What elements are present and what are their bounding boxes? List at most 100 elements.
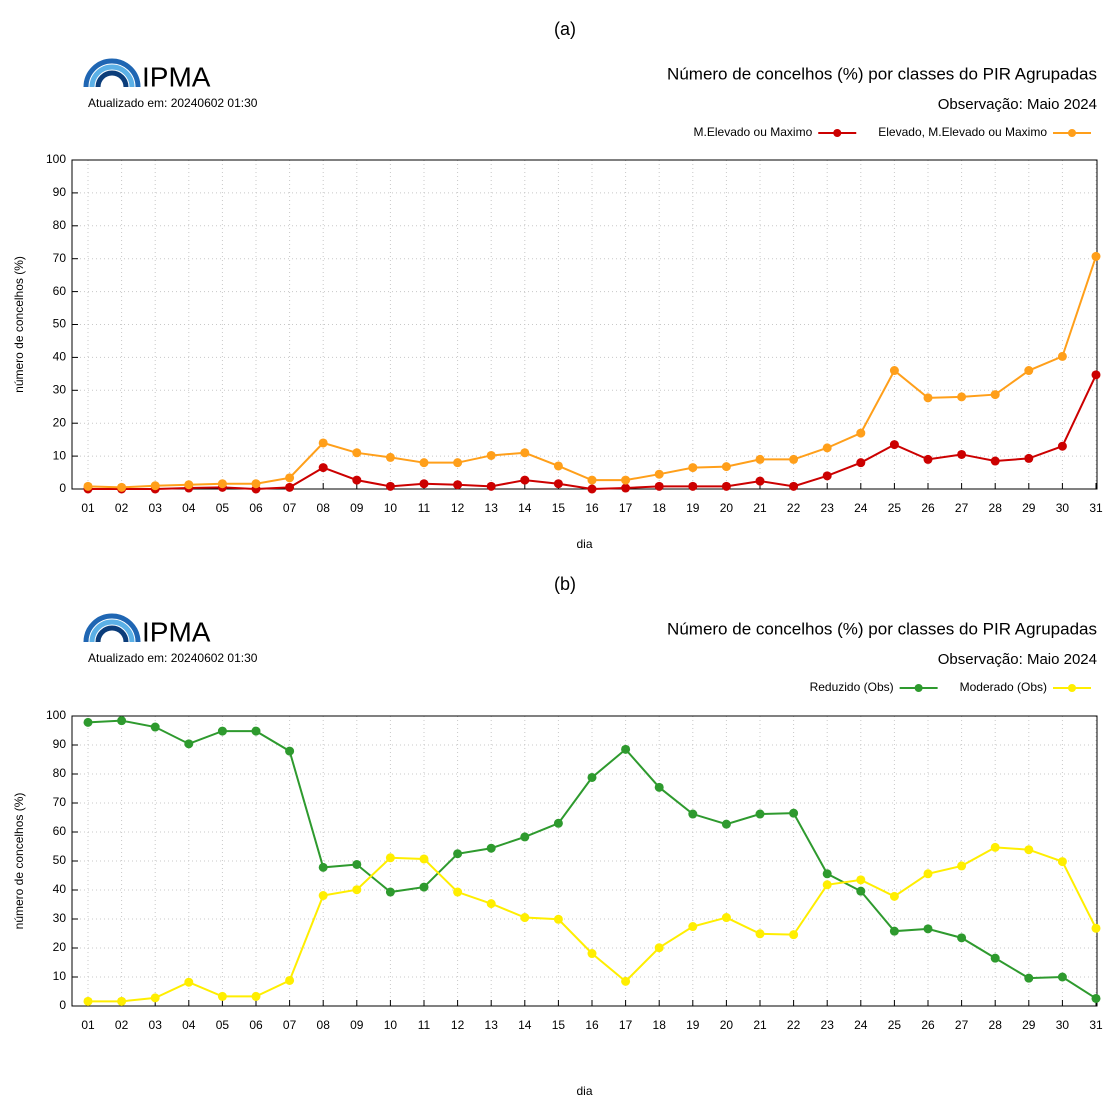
x-tick-label: 16: [585, 1018, 599, 1032]
point: [721, 819, 731, 829]
point: [755, 454, 765, 464]
x-tick-label: 26: [921, 1018, 935, 1032]
x-tick-label: 15: [552, 501, 566, 515]
y-tick-label: 50: [53, 317, 67, 331]
x-tick-label: 25: [888, 1018, 902, 1032]
y-tick-label: 20: [53, 940, 67, 954]
y-tick-label: 30: [53, 382, 67, 396]
x-tick-label: 05: [216, 1018, 230, 1032]
legend-marker: [1068, 684, 1076, 692]
y-tick-label: 70: [53, 795, 67, 809]
y-tick-label: 0: [59, 481, 66, 495]
point: [1057, 857, 1067, 867]
point: [1057, 351, 1067, 361]
chart-subtitle: Observação: Maio 2024: [938, 651, 1097, 668]
point: [1091, 923, 1101, 933]
point: [1057, 441, 1067, 451]
x-tick-label: 30: [1056, 1018, 1070, 1032]
point: [251, 479, 261, 489]
y-tick-label: 100: [46, 708, 66, 722]
point: [822, 471, 832, 481]
x-tick-label: 01: [81, 1018, 95, 1032]
point: [587, 772, 597, 782]
point: [688, 481, 698, 491]
x-tick-label: 14: [518, 1018, 532, 1032]
point: [453, 480, 463, 490]
point: [419, 458, 429, 468]
point: [352, 859, 362, 869]
point: [654, 782, 664, 792]
point: [990, 390, 1000, 400]
x-tick-label: 28: [989, 501, 1003, 515]
point: [453, 887, 463, 897]
point: [1024, 973, 1034, 983]
y-tick-label: 0: [59, 998, 66, 1012]
point: [352, 885, 362, 895]
point: [856, 458, 866, 468]
point: [83, 717, 93, 727]
x-tick-label: 15: [552, 1018, 566, 1032]
legend-label: Reduzido (Obs): [810, 680, 894, 694]
point: [856, 428, 866, 438]
point: [553, 461, 563, 471]
x-tick-label: 08: [317, 501, 331, 515]
point: [755, 809, 765, 819]
point: [251, 991, 261, 1001]
point: [621, 976, 631, 986]
x-tick-label: 21: [753, 1018, 767, 1032]
logo-arc: [95, 70, 129, 88]
y-tick-label: 60: [53, 824, 67, 838]
x-tick-label: 02: [115, 1018, 129, 1032]
point: [789, 930, 799, 940]
x-tick-label: 12: [451, 501, 465, 515]
point: [419, 854, 429, 864]
x-tick-label: 31: [1089, 501, 1103, 515]
point: [385, 853, 395, 863]
point: [385, 481, 395, 491]
point: [889, 891, 899, 901]
legend-marker: [914, 684, 923, 692]
point: [789, 481, 799, 491]
logo-arc: [83, 58, 141, 88]
point: [856, 875, 866, 885]
point: [150, 993, 160, 1003]
x-tick-label: 31: [1089, 1018, 1103, 1032]
point: [217, 479, 227, 489]
point: [621, 475, 631, 485]
point: [486, 899, 496, 909]
panel-label: (a): [554, 19, 576, 39]
point: [789, 808, 799, 818]
x-tick-label: 13: [485, 501, 499, 515]
point: [486, 481, 496, 491]
y-tick-label: 80: [53, 218, 67, 232]
point: [621, 744, 631, 754]
series-line: [88, 374, 1097, 491]
point: [822, 443, 832, 453]
y-tick-label: 80: [53, 766, 67, 780]
updated-text: Atualizado em: 20240602 01:30: [88, 96, 258, 110]
x-tick-label: 01: [81, 501, 95, 515]
point: [923, 924, 933, 934]
point: [755, 476, 765, 486]
y-tick-label: 90: [53, 185, 67, 199]
x-tick-label: 19: [686, 501, 700, 515]
x-tick-label: 04: [182, 1018, 196, 1032]
x-tick-label: 06: [249, 1018, 263, 1032]
x-tick-label: 07: [283, 1018, 297, 1032]
logo-arc: [95, 625, 129, 643]
point: [285, 975, 295, 985]
point: [856, 886, 866, 896]
point: [117, 996, 127, 1006]
x-tick-label: 29: [1022, 1018, 1036, 1032]
point: [923, 454, 933, 464]
point: [553, 479, 563, 489]
point: [1024, 845, 1034, 855]
y-tick-label: 30: [53, 911, 67, 925]
point: [755, 929, 765, 939]
x-tick-label: 19: [686, 1018, 700, 1032]
point: [587, 475, 597, 485]
point: [621, 483, 631, 493]
x-tick-label: 08: [317, 1018, 331, 1032]
x-axis-label: dia: [576, 1084, 592, 1098]
point: [385, 452, 395, 462]
